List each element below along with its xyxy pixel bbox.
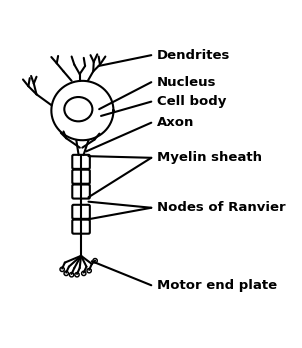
- Text: Nodes of Ranvier: Nodes of Ranvier: [157, 201, 285, 214]
- Text: Axon: Axon: [157, 116, 194, 129]
- Text: Motor end plate: Motor end plate: [157, 279, 277, 292]
- Text: Dendrites: Dendrites: [157, 49, 230, 62]
- Text: Cell body: Cell body: [157, 95, 226, 108]
- Text: Myelin sheath: Myelin sheath: [157, 151, 262, 164]
- Text: Nucleus: Nucleus: [157, 76, 216, 89]
